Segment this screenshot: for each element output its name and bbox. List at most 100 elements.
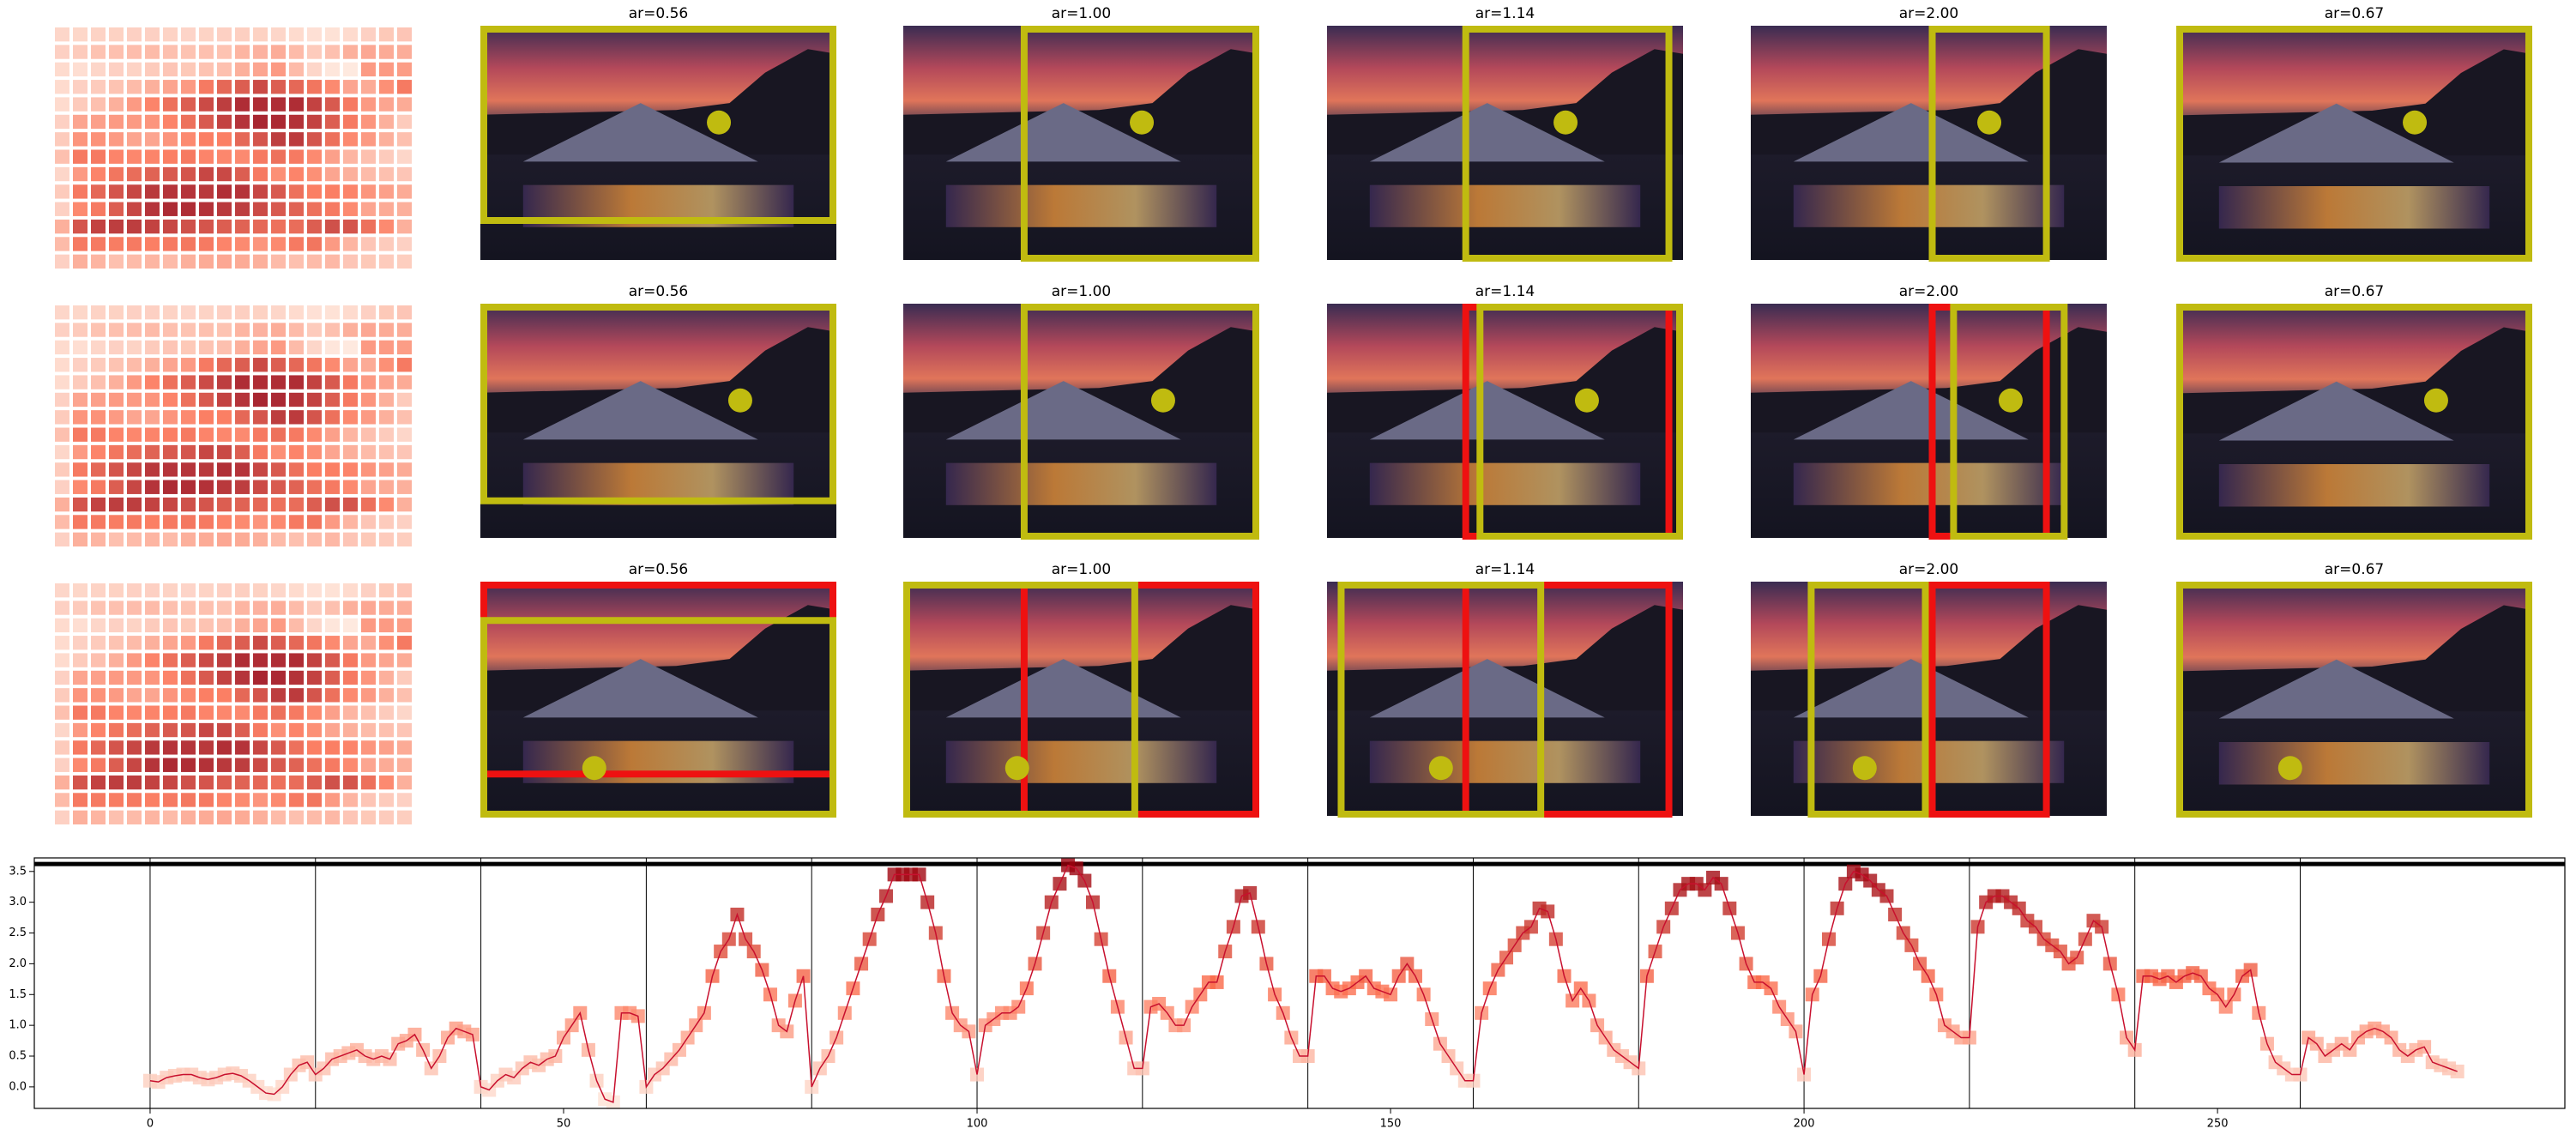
heatmap-cell (343, 462, 358, 477)
heatmap-cell (379, 722, 394, 738)
heatmap-cell (199, 27, 214, 42)
heatmap-cell (73, 497, 87, 512)
photo-tent (1369, 381, 1605, 440)
heatmap-cell (199, 237, 214, 251)
heatmap-cell (253, 375, 268, 389)
heatmap-cell (73, 670, 87, 685)
heatmap-cell (325, 722, 340, 738)
yellow-dot (1150, 388, 1175, 413)
heatmap-cell (181, 323, 196, 337)
heatmap-cell (307, 219, 322, 234)
heatmap-cell (397, 532, 412, 546)
heatmap-cell (361, 444, 376, 460)
heatmap-cell (127, 323, 142, 337)
x-tick-label: 250 (2207, 1118, 2229, 1131)
heatmap-cell (145, 583, 160, 598)
heatmap-cell (289, 758, 304, 772)
heatmap-cell (109, 184, 124, 199)
heatmap-cell (127, 515, 142, 529)
heatmap-cell (289, 618, 304, 633)
photo-skyline (480, 49, 836, 155)
photo-tent (522, 381, 758, 440)
heatmap-cell (271, 775, 286, 790)
heatmap-cell (145, 114, 160, 130)
heatmap-cell (253, 462, 268, 477)
heatmap-cell (55, 515, 69, 529)
heatmap-cell (217, 202, 232, 216)
heatmap-cell (343, 740, 358, 755)
panel-title: ar=0.56 (629, 5, 689, 22)
heatmap-cell (91, 670, 106, 685)
heatmap-cell (307, 601, 322, 615)
heatmap-cell (271, 184, 286, 199)
heatmap-cell (73, 601, 87, 615)
heatmap-cell (199, 515, 214, 529)
heatmap-cell (361, 375, 376, 389)
heatmap-cell (199, 722, 214, 738)
heatmap-cell (343, 775, 358, 790)
heatmap-cell (325, 358, 340, 372)
heatmap-cell (235, 601, 250, 615)
x-tick-label: 50 (557, 1118, 571, 1131)
heatmap-cell (127, 601, 142, 615)
heatmap-cell (73, 392, 87, 408)
heatmap-cell (379, 45, 394, 59)
heatmap-cell (163, 323, 178, 337)
heatmap-cell (289, 601, 304, 615)
heatmap-cell (145, 323, 160, 337)
heatmap-cell (235, 80, 250, 94)
heatmap-cell (343, 758, 358, 772)
heatmap-cell (127, 305, 142, 320)
heatmap-cell (181, 670, 196, 685)
heatmap-cell (181, 237, 196, 251)
heatmap-cell (55, 340, 69, 355)
heatmap-cell (163, 237, 178, 251)
heatmap-cell (217, 184, 232, 199)
heatmap-cell (127, 740, 142, 755)
heatmap-cell (379, 358, 394, 372)
heatmap-cell (145, 810, 160, 824)
heatmap-cell (199, 793, 214, 807)
heatmap-cell (271, 323, 286, 337)
photo-court (2218, 742, 2490, 785)
heatmap-cell (163, 254, 178, 269)
heatmap-cell (163, 305, 178, 320)
heatmap-cell (199, 149, 214, 164)
heatmap-cell (325, 340, 340, 355)
heatmap-cell (181, 758, 196, 772)
heatmap-cell (325, 515, 340, 529)
heatmap-cell (307, 27, 322, 42)
photo-skyline (480, 605, 836, 711)
heatmap-cell (109, 601, 124, 615)
heatmap-cell (199, 427, 214, 442)
heatmap-cell (289, 202, 304, 216)
heatmap-cell (55, 601, 69, 615)
heatmap-cell (343, 45, 358, 59)
heatmap-cell (163, 480, 178, 494)
heatmap-cell (163, 758, 178, 772)
heatmap-cell (235, 97, 250, 112)
heatmap-cell (199, 340, 214, 355)
heatmap-cell (271, 601, 286, 615)
heatmap-cell (397, 358, 412, 372)
heatmap-cell (217, 97, 232, 112)
heatmap-cell (55, 114, 69, 130)
heatmap-cell (307, 705, 322, 720)
heatmap-cell (199, 254, 214, 269)
heatmap-cell (397, 722, 412, 738)
heatmap-cell (379, 688, 394, 703)
heatmap-cell (91, 653, 106, 667)
heatmap-cell (145, 688, 160, 703)
heatmap-cell (181, 740, 196, 755)
heatmap-cell (325, 202, 340, 216)
heatmap-cell (109, 688, 124, 703)
photo-court (945, 740, 1217, 783)
heatmap-cell (271, 254, 286, 269)
heatmap-cell (217, 636, 232, 650)
heatmap-cell (181, 219, 196, 234)
heatmap-cell (109, 583, 124, 598)
heatmap-cell (253, 410, 268, 425)
heatmap-cell (145, 219, 160, 234)
heatmap-cell (235, 670, 250, 685)
heatmap-cell (127, 532, 142, 546)
